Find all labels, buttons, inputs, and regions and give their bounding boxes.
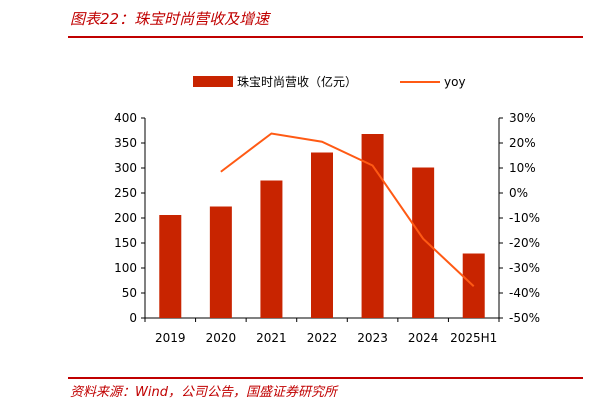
left-tick-label: 350	[114, 136, 137, 150]
legend-bar-label: 珠宝时尚营收（亿元）	[237, 74, 357, 89]
bar-2020	[209, 206, 232, 318]
right-tick-label: -40%	[509, 286, 540, 300]
bar-2021	[260, 180, 283, 318]
left-tick-label: 300	[114, 161, 137, 175]
right-tick-label: 20%	[509, 136, 536, 150]
yoy-line	[220, 132, 475, 287]
left-tick-label: 50	[122, 286, 137, 300]
x-tick-label: 2022	[307, 331, 338, 345]
top-rule	[68, 36, 583, 38]
legend-line-label: yoy	[444, 75, 466, 89]
left-tick-label: 400	[114, 111, 137, 125]
left-tick-label: 200	[114, 211, 137, 225]
x-tick-label: 2024	[408, 331, 439, 345]
x-tick-label: 2020	[206, 331, 237, 345]
right-tick-label: -30%	[509, 261, 540, 275]
left-tick-label: 150	[114, 236, 137, 250]
bar-2024	[412, 167, 435, 318]
right-tick-label: -10%	[509, 211, 540, 225]
left-tick-label: 250	[114, 186, 137, 200]
bar-2022	[311, 152, 333, 318]
x-tick-label: 2023	[357, 331, 388, 345]
bar-2023	[361, 134, 384, 318]
bar-2019	[159, 215, 182, 318]
x-tick-label: 2021	[256, 331, 287, 345]
figure-title: 图表22：珠宝时尚营收及增速	[70, 10, 270, 28]
x-tick-label: 2025H1	[450, 331, 497, 345]
right-tick-label: 30%	[509, 111, 536, 125]
right-tick-label: 10%	[509, 161, 536, 175]
right-tick-label: -20%	[509, 236, 540, 250]
source-note: 资料来源：Wind，公司公告，国盛证券研究所	[70, 385, 337, 400]
x-tick-label: 2019	[155, 331, 186, 345]
left-tick-label: 100	[114, 261, 137, 275]
right-tick-label: -50%	[509, 311, 540, 325]
right-tick-label: 0%	[509, 186, 528, 200]
bottom-rule	[68, 377, 583, 379]
legend-bar-swatch	[193, 76, 233, 87]
left-tick-label: 0	[129, 311, 137, 325]
